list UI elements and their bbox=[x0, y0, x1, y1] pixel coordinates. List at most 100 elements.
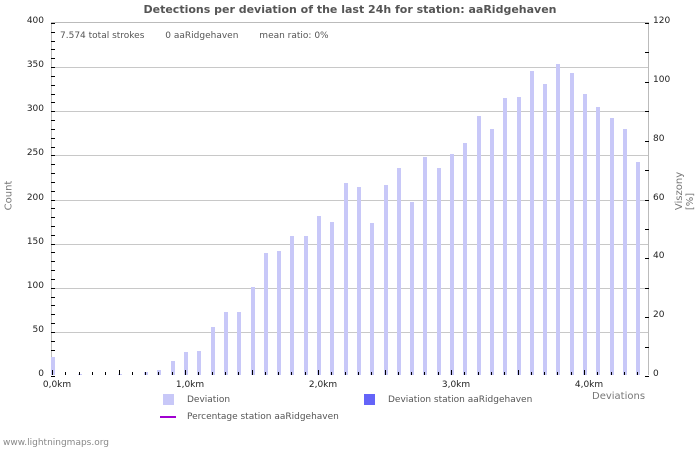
bar bbox=[356, 187, 361, 375]
bar bbox=[383, 185, 388, 375]
bar bbox=[210, 327, 215, 375]
tick-mark bbox=[51, 323, 55, 325]
bar bbox=[556, 64, 561, 375]
tick-mark bbox=[357, 372, 359, 375]
tick-mark bbox=[51, 225, 55, 227]
tick-mark bbox=[51, 208, 55, 210]
tick-mark bbox=[145, 372, 147, 375]
tick-mark bbox=[645, 376, 649, 377]
tick-mark bbox=[51, 243, 55, 245]
bar bbox=[223, 312, 228, 375]
bar bbox=[622, 128, 627, 375]
tick-mark bbox=[424, 372, 426, 375]
tick-mark bbox=[51, 190, 55, 192]
bar bbox=[476, 116, 481, 375]
tick-mark bbox=[645, 52, 649, 54]
tick-mark bbox=[51, 173, 55, 175]
bar bbox=[237, 312, 242, 375]
tick-mark bbox=[78, 372, 80, 375]
plot-area bbox=[51, 22, 649, 377]
legend-label: Percentage station aaRidgehaven bbox=[187, 412, 339, 422]
bar bbox=[436, 167, 441, 375]
tick-mark bbox=[645, 287, 649, 289]
tick-mark bbox=[291, 372, 293, 375]
tick-mark bbox=[51, 296, 55, 298]
y-tick-label-right: 100 bbox=[653, 74, 671, 85]
tick-mark bbox=[51, 49, 55, 51]
tick-mark bbox=[51, 252, 55, 254]
gridline bbox=[52, 243, 648, 245]
percentage-line-swatch-icon bbox=[160, 416, 176, 418]
tick-mark bbox=[610, 372, 612, 375]
tick-mark bbox=[51, 102, 55, 104]
tick-mark bbox=[91, 372, 93, 375]
total-strokes: 7.574 total strokes bbox=[60, 31, 145, 41]
tick-mark bbox=[198, 372, 200, 375]
x-tick-label: 0,0km bbox=[42, 380, 72, 390]
bar bbox=[596, 106, 601, 375]
x-tick-label: 1,0km bbox=[175, 380, 205, 390]
tick-mark bbox=[51, 128, 55, 130]
legend-label: Deviation station aaRidgehaven bbox=[388, 394, 533, 405]
tick-mark bbox=[51, 31, 55, 33]
y-tick-label: 100 bbox=[26, 280, 44, 291]
bar bbox=[410, 202, 415, 375]
gridline bbox=[52, 199, 648, 201]
bar bbox=[197, 351, 202, 375]
bar bbox=[489, 128, 494, 375]
bar bbox=[263, 253, 268, 375]
tick-mark bbox=[645, 23, 649, 24]
tick-mark bbox=[51, 278, 55, 280]
tick-mark bbox=[51, 23, 55, 24]
tick-mark bbox=[51, 217, 55, 219]
y-axis-label-right: Viszony [%] bbox=[674, 171, 697, 211]
tick-mark bbox=[51, 305, 55, 307]
y-tick-label-right: 20 bbox=[653, 310, 665, 321]
legend-deviation: Deviation bbox=[163, 394, 230, 405]
tick-mark bbox=[251, 370, 253, 375]
y-tick-label: 250 bbox=[26, 148, 44, 159]
tick-mark bbox=[331, 372, 333, 375]
tick-mark bbox=[171, 372, 173, 375]
bar bbox=[290, 236, 295, 375]
tick-mark bbox=[224, 372, 226, 375]
bar bbox=[51, 357, 55, 375]
tick-mark bbox=[645, 170, 649, 172]
gridline bbox=[52, 331, 648, 333]
bar bbox=[303, 235, 308, 375]
tick-mark bbox=[544, 372, 546, 375]
bar bbox=[157, 369, 162, 375]
tick-mark bbox=[318, 370, 319, 375]
x-axis-label: Deviations bbox=[592, 391, 646, 402]
tick-mark bbox=[158, 372, 160, 375]
y-tick-label-right: 120 bbox=[653, 16, 671, 26]
tick-mark bbox=[52, 370, 53, 375]
tick-mark bbox=[530, 372, 532, 375]
gridline bbox=[52, 287, 648, 289]
tick-mark bbox=[185, 370, 186, 375]
bar bbox=[144, 372, 149, 375]
tick-mark bbox=[51, 75, 55, 77]
tick-mark bbox=[645, 199, 649, 201]
tick-mark bbox=[645, 346, 649, 348]
station-count: 0 aaRidgehaven bbox=[165, 31, 239, 41]
bar bbox=[569, 73, 574, 375]
y-tick-label-right: 0 bbox=[653, 369, 659, 379]
bar bbox=[250, 286, 255, 375]
tick-mark bbox=[51, 67, 55, 69]
tick-mark bbox=[517, 370, 519, 375]
tick-mark bbox=[51, 376, 55, 377]
bar bbox=[77, 374, 82, 375]
tick-mark bbox=[51, 331, 55, 333]
y-tick-label-right: 40 bbox=[653, 251, 665, 262]
bar bbox=[583, 94, 587, 375]
tick-mark bbox=[51, 40, 55, 42]
tick-mark bbox=[51, 84, 55, 86]
legend-label: Deviation bbox=[187, 394, 231, 405]
tick-mark bbox=[645, 81, 649, 83]
stats-line: 7.574 total strokes 0 aaRidgehaven mean … bbox=[60, 31, 347, 41]
tick-mark bbox=[451, 370, 452, 375]
y-tick-label: 150 bbox=[26, 236, 44, 247]
tick-mark bbox=[477, 372, 479, 375]
tick-mark bbox=[411, 372, 413, 375]
